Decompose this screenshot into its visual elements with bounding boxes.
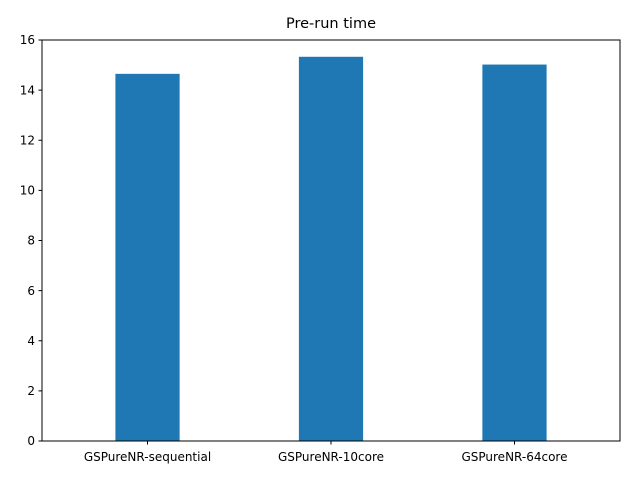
y-tick-label: 10: [20, 184, 35, 198]
y-tick-label: 2: [27, 384, 35, 398]
x-axis: GSPureNR-sequential GSPureNR-10core GSPure…: [84, 441, 568, 464]
y-tick-label: 4: [27, 334, 35, 348]
x-tick-label: GSPureNR-sequential: [84, 450, 211, 464]
chart-title: Pre-run time: [286, 16, 376, 32]
y-axis: 0 2 4 6 8 10 12 14 16: [20, 33, 42, 448]
y-tick-label: 14: [20, 83, 35, 97]
y-tick-label: 12: [20, 133, 35, 147]
bar-1: [115, 73, 180, 441]
x-tick-label: GSPureNR-10core: [278, 450, 384, 464]
y-tick-label: 16: [20, 33, 35, 47]
y-tick-label: 6: [27, 284, 35, 298]
bar-3: [482, 64, 547, 441]
bar-2: [298, 56, 364, 442]
x-tick-label: GSPureNR-64core: [461, 450, 567, 464]
bars: [115, 56, 547, 442]
y-tick-label: 0: [27, 434, 35, 448]
y-tick-label: 8: [27, 234, 35, 248]
plot-frame: [41, 39, 621, 442]
